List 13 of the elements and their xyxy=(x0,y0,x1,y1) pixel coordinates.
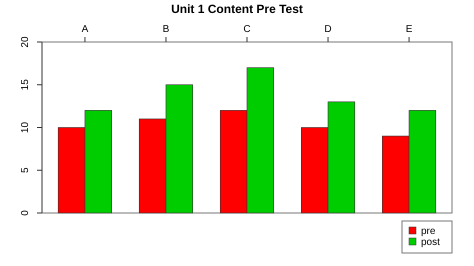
x-tick-label: B xyxy=(162,24,170,35)
y-tick-label: 0 xyxy=(20,210,31,216)
y-tick-label: 5 xyxy=(20,167,31,174)
x-tick-label: A xyxy=(82,24,89,35)
chart-title: Unit 1 Content Pre Test xyxy=(171,2,303,16)
legend-label: post xyxy=(421,237,440,248)
x-tick-label: E xyxy=(406,24,413,35)
y-tick-label: 20 xyxy=(20,36,31,48)
x-tick-label: C xyxy=(243,24,251,35)
legend-label: pre xyxy=(421,226,436,237)
x-tick-label: D xyxy=(324,24,332,35)
y-tick-label: 15 xyxy=(20,78,31,90)
y-tick-label: 10 xyxy=(20,122,31,134)
